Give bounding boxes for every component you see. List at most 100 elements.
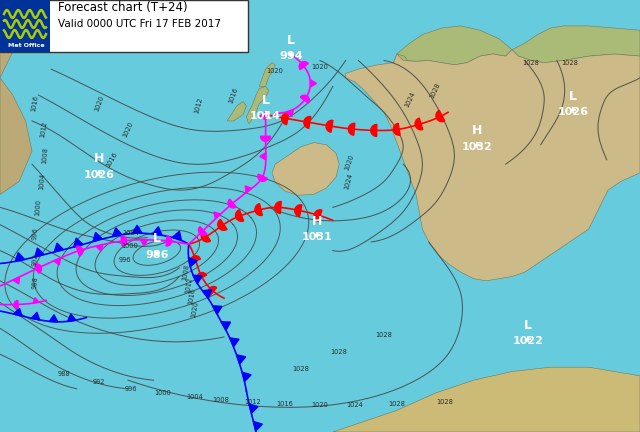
Text: H: H — [312, 215, 322, 228]
Polygon shape — [237, 355, 246, 364]
Text: 1032: 1032 — [461, 142, 492, 152]
Text: 1028: 1028 — [388, 401, 405, 407]
Polygon shape — [218, 219, 227, 230]
Text: 1000: 1000 — [35, 199, 42, 216]
Text: H: H — [472, 124, 482, 137]
Polygon shape — [76, 246, 83, 256]
Text: 1024: 1024 — [347, 402, 364, 408]
Polygon shape — [191, 256, 200, 262]
Polygon shape — [202, 290, 212, 299]
FancyBboxPatch shape — [0, 0, 50, 52]
Text: 1020: 1020 — [343, 153, 355, 171]
Polygon shape — [299, 62, 308, 70]
Polygon shape — [0, 78, 32, 194]
Text: 1016: 1016 — [188, 287, 196, 305]
Text: 1004: 1004 — [123, 230, 140, 236]
Text: 1004: 1004 — [187, 394, 204, 400]
Polygon shape — [212, 306, 222, 314]
Polygon shape — [246, 86, 269, 123]
Text: Forecast chart (T+24): Forecast chart (T+24) — [58, 1, 188, 15]
Text: L: L — [569, 90, 577, 103]
Text: 1028: 1028 — [436, 399, 453, 405]
Text: 1016: 1016 — [276, 401, 293, 407]
Polygon shape — [35, 264, 42, 273]
Polygon shape — [197, 273, 207, 280]
Polygon shape — [0, 0, 115, 78]
Text: 1026: 1026 — [84, 170, 115, 180]
Text: 1008: 1008 — [212, 397, 229, 403]
Text: 986: 986 — [145, 250, 168, 260]
Polygon shape — [346, 50, 640, 281]
Polygon shape — [242, 372, 251, 381]
Polygon shape — [282, 113, 289, 125]
Polygon shape — [228, 199, 236, 208]
Polygon shape — [209, 286, 217, 295]
Polygon shape — [230, 338, 239, 347]
Polygon shape — [13, 308, 22, 316]
Polygon shape — [201, 231, 211, 242]
Text: 1024: 1024 — [344, 172, 354, 191]
Polygon shape — [188, 257, 197, 267]
Text: 992: 992 — [31, 253, 39, 266]
Polygon shape — [272, 143, 339, 195]
Text: H: H — [94, 152, 104, 165]
Polygon shape — [227, 102, 246, 121]
Polygon shape — [193, 275, 202, 284]
Polygon shape — [260, 136, 271, 141]
Polygon shape — [54, 258, 60, 265]
Text: L: L — [262, 94, 269, 107]
Polygon shape — [121, 236, 127, 246]
Text: 996: 996 — [31, 227, 39, 240]
Polygon shape — [397, 26, 512, 65]
Text: 1024: 1024 — [403, 90, 416, 108]
Polygon shape — [253, 422, 262, 431]
Text: 994: 994 — [280, 51, 303, 61]
Polygon shape — [258, 174, 268, 181]
Text: 1028: 1028 — [561, 60, 578, 66]
Polygon shape — [49, 314, 58, 322]
Text: 1012: 1012 — [39, 121, 48, 138]
Text: 1028: 1028 — [429, 82, 442, 100]
Polygon shape — [33, 298, 39, 303]
FancyBboxPatch shape — [0, 0, 248, 52]
Polygon shape — [326, 121, 333, 132]
Polygon shape — [166, 236, 172, 246]
Polygon shape — [74, 238, 83, 247]
Text: 992: 992 — [93, 379, 106, 385]
Text: 1012: 1012 — [244, 399, 261, 405]
Polygon shape — [141, 17, 230, 52]
Polygon shape — [348, 123, 355, 135]
Text: 1028: 1028 — [292, 366, 309, 372]
Polygon shape — [132, 225, 142, 233]
Text: 1020: 1020 — [191, 300, 200, 318]
Text: Met Office: Met Office — [8, 43, 45, 48]
Polygon shape — [393, 123, 400, 135]
Text: 1028: 1028 — [376, 332, 392, 338]
Text: 1016: 1016 — [228, 86, 239, 104]
Polygon shape — [31, 312, 40, 320]
Text: 988: 988 — [58, 371, 70, 377]
Polygon shape — [260, 153, 266, 160]
Text: 1012: 1012 — [184, 276, 193, 294]
Text: 1000: 1000 — [121, 243, 138, 249]
Text: L: L — [287, 34, 295, 47]
Text: 1014: 1014 — [250, 111, 281, 121]
Polygon shape — [221, 322, 230, 330]
Polygon shape — [394, 54, 408, 70]
Polygon shape — [152, 227, 162, 235]
Polygon shape — [245, 186, 252, 193]
Polygon shape — [512, 26, 640, 63]
Polygon shape — [304, 117, 311, 128]
Polygon shape — [415, 118, 423, 130]
Polygon shape — [371, 124, 377, 137]
Polygon shape — [255, 203, 262, 216]
Polygon shape — [198, 227, 207, 235]
Text: 1012: 1012 — [193, 97, 204, 115]
Polygon shape — [13, 277, 19, 284]
Polygon shape — [113, 228, 122, 237]
Polygon shape — [260, 112, 266, 120]
Text: 1000: 1000 — [155, 390, 172, 396]
Text: Valid 0000 UTC Fri 17 FEB 2017: Valid 0000 UTC Fri 17 FEB 2017 — [58, 19, 221, 29]
Text: 1026: 1026 — [557, 107, 588, 117]
Text: 1031: 1031 — [301, 232, 332, 242]
